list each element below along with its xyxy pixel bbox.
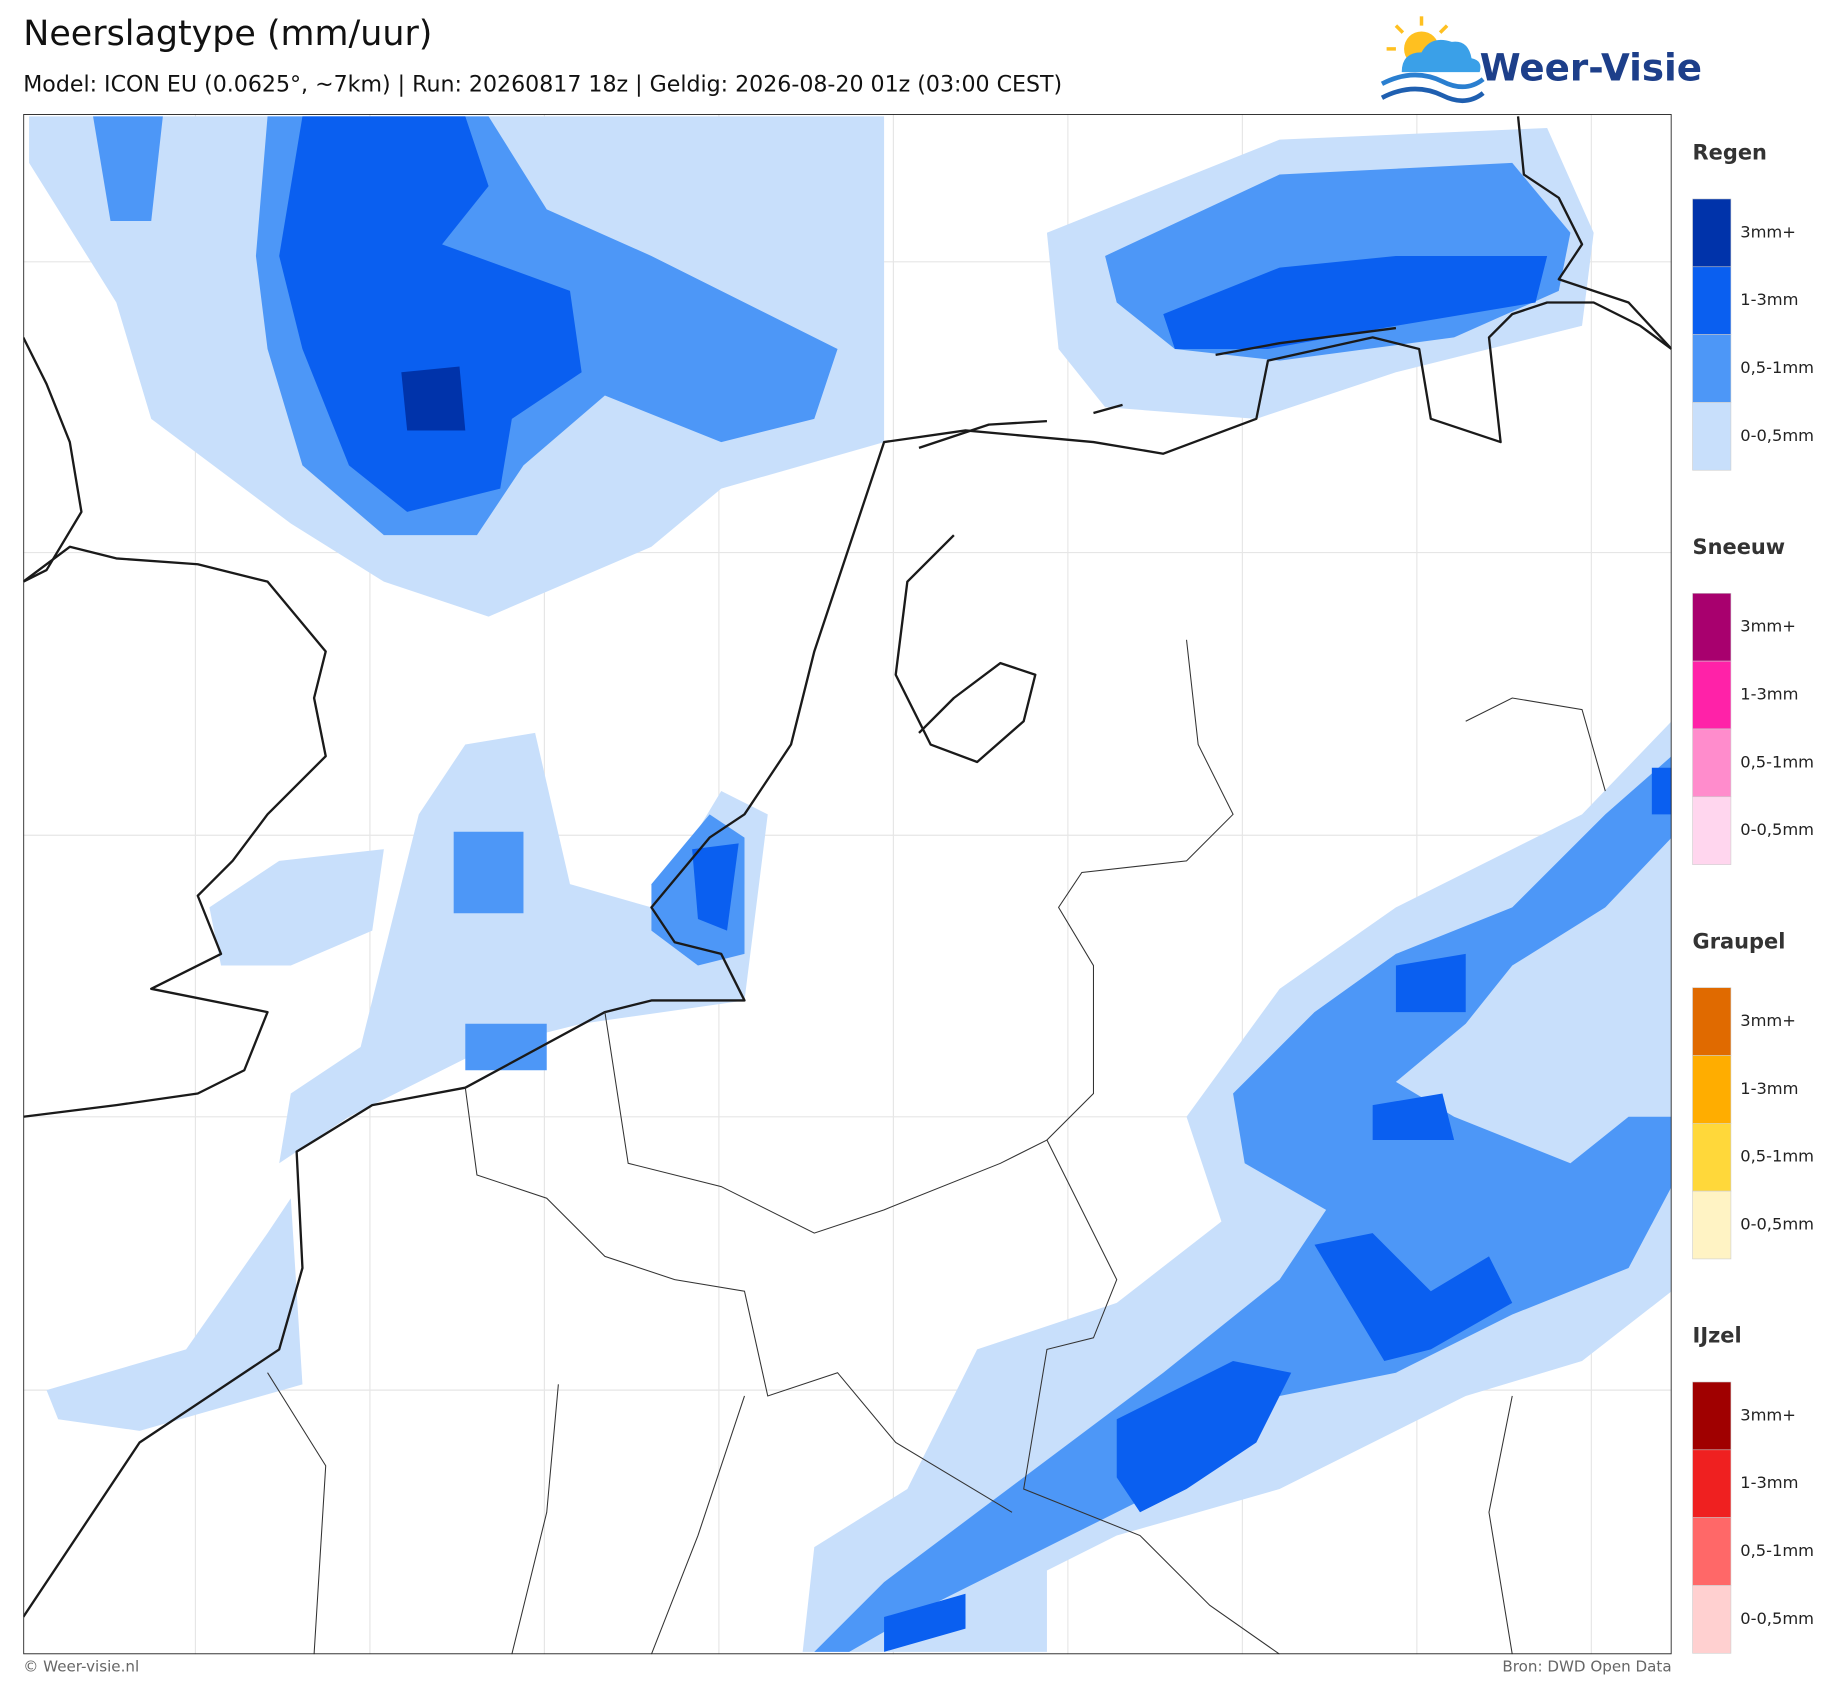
footer-left: © Weer-visie.nl xyxy=(23,1658,139,1676)
logo-text: Weer-Visie xyxy=(1480,45,1702,89)
legend-swatch xyxy=(1692,593,1732,662)
legend-label: 0,5-1mm xyxy=(1740,752,1814,771)
legend-swatch xyxy=(1692,987,1732,1056)
borders xyxy=(267,639,1606,1655)
legend-swatch xyxy=(1692,266,1732,335)
legend-label: 0-0,5mm xyxy=(1740,426,1814,445)
legend-swatch xyxy=(1692,402,1732,471)
legend-swatch xyxy=(1692,796,1732,865)
legend-swatch xyxy=(1692,334,1732,403)
legend-label: 1-3mm xyxy=(1740,685,1798,704)
subtitle: Model: ICON EU (0.0625°, ~7km) | Run: 20… xyxy=(23,71,1062,97)
precipitation xyxy=(29,116,1672,1652)
legend-swatch xyxy=(1692,1055,1732,1124)
legend-swatch xyxy=(1692,1190,1732,1260)
legend-swatch xyxy=(1692,1381,1732,1451)
legend-label: 0-0,5mm xyxy=(1740,1215,1814,1234)
legend-label: 0,5-1mm xyxy=(1740,358,1814,377)
legend-title: Regen xyxy=(1693,141,1767,165)
coastlines xyxy=(23,116,1672,1618)
legend-label: 0-0,5mm xyxy=(1740,820,1814,839)
logo: Weer-Visie xyxy=(1380,16,1702,103)
legend-label: 0,5-1mm xyxy=(1740,1147,1814,1166)
legend-swatch xyxy=(1692,1517,1732,1586)
legend-label: 1-3mm xyxy=(1740,1473,1798,1492)
legend-title: IJzel xyxy=(1693,1324,1742,1348)
legend-label: 0-0,5mm xyxy=(1740,1609,1814,1628)
legend-label: 3mm+ xyxy=(1740,617,1796,636)
legend-title: Sneeuw xyxy=(1693,535,1786,559)
legend-swatch xyxy=(1692,198,1732,268)
legend-swatch xyxy=(1692,728,1732,798)
legend-label: 1-3mm xyxy=(1740,290,1798,309)
legend-swatch xyxy=(1692,1122,1732,1192)
legend: Regen 3mm+ 1-3mm 0,5-1mm 0-0,5mm Sneeuw 3mm+ 1-… xyxy=(1692,141,1814,1654)
title: Neerslagtype (mm/uur) xyxy=(23,14,432,54)
map xyxy=(23,114,1672,1655)
legend-label: 3mm+ xyxy=(1740,1405,1796,1424)
legend-swatch xyxy=(1692,660,1732,730)
legend-label: 0,5-1mm xyxy=(1740,1541,1814,1560)
legend-label: 1-3mm xyxy=(1740,1079,1798,1098)
legend-label: 3mm+ xyxy=(1740,1011,1796,1030)
legend-label: 3mm+ xyxy=(1740,222,1796,241)
footer-right: Bron: DWD Open Data xyxy=(1502,1658,1671,1676)
legend-title: Graupel xyxy=(1693,929,1786,953)
legend-swatch xyxy=(1692,1449,1732,1518)
legend-swatch xyxy=(1692,1585,1732,1654)
